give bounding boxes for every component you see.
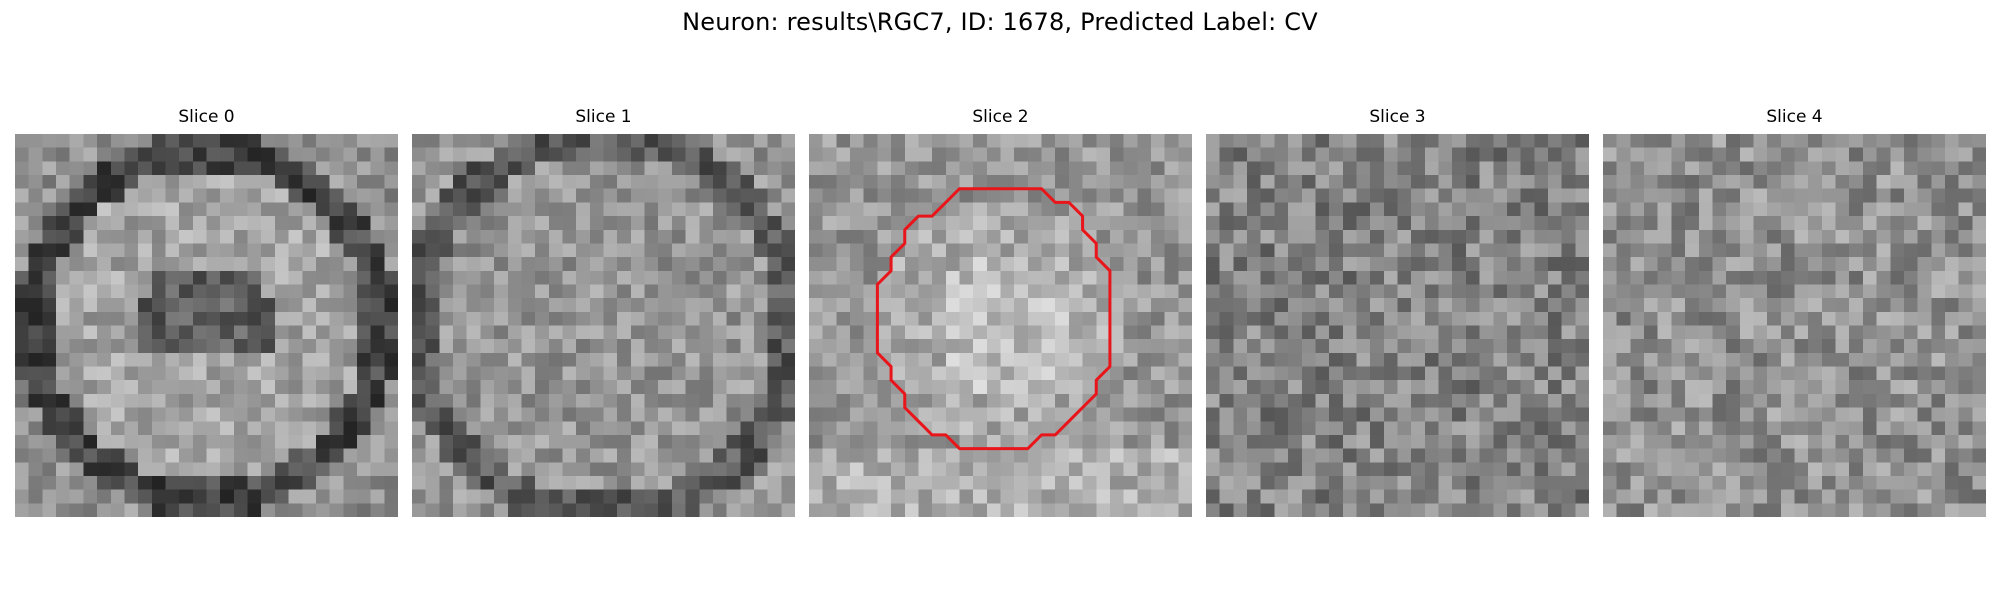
slice-image-4 [1603,134,1986,517]
figure-title: Neuron: results\RGC7, ID: 1678, Predicte… [682,8,1318,36]
slice-title-1: Slice 1 [575,107,632,127]
slice-title-4: Slice 4 [1766,107,1823,127]
slice-image-1 [412,134,795,517]
slice-title-2: Slice 2 [972,107,1029,127]
slice-image-2 [809,134,1192,517]
slice-title-0: Slice 0 [178,107,235,127]
slice-image-0 [15,134,398,517]
slice-image-3 [1206,134,1589,517]
slice-title-3: Slice 3 [1369,107,1426,127]
